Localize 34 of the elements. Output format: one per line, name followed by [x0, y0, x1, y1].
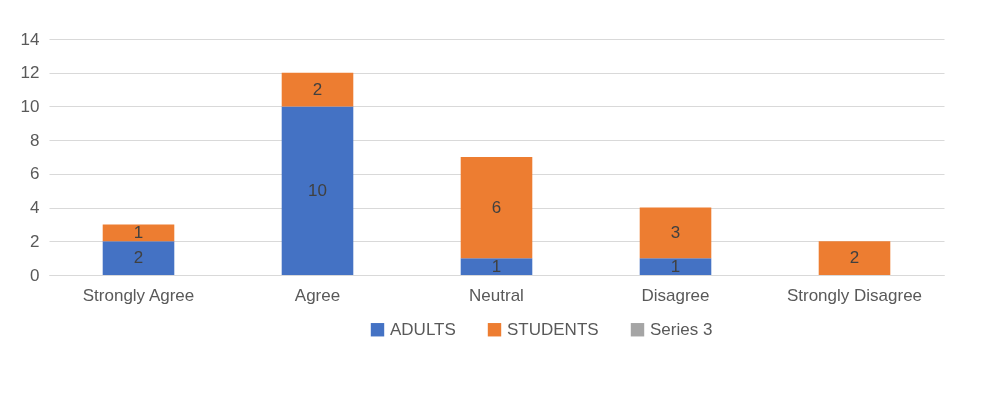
bar	[460, 258, 533, 275]
legend-label: ADULTS	[390, 319, 456, 339]
bar	[818, 241, 891, 275]
data-label: 1	[491, 256, 502, 276]
data-label: 1	[670, 256, 681, 276]
bar	[460, 157, 533, 259]
y-tick-label: 6	[30, 164, 40, 184]
data-label: 2	[133, 248, 144, 268]
data-label: 10	[308, 180, 327, 200]
bar	[281, 72, 354, 107]
data-label: 2	[849, 248, 860, 268]
data-label: 3	[670, 222, 681, 242]
x-tick-label: Disagree	[641, 285, 710, 305]
y-tick-label: 12	[20, 63, 40, 83]
legend-label: STUDENTS	[507, 319, 599, 339]
y-tick-label: 10	[20, 96, 40, 116]
y-tick-label: 8	[30, 130, 40, 150]
data-label: 2	[312, 79, 323, 99]
bar	[639, 207, 712, 259]
bar	[639, 258, 712, 275]
bar	[102, 224, 175, 242]
y-tick-label: 14	[20, 29, 40, 49]
y-tick-label: 0	[30, 265, 40, 285]
x-tick-label: Agree	[294, 285, 341, 305]
x-tick-label: Neutral	[469, 285, 524, 305]
data-label: 1	[133, 222, 144, 242]
x-tick-label: Strongly Agree	[82, 285, 195, 305]
y-tick-label: 2	[30, 231, 40, 251]
legend-label: Series 3	[650, 319, 713, 339]
y-tick-label: 4	[30, 198, 40, 218]
bar	[281, 106, 354, 275]
data-label: 6	[491, 197, 502, 217]
bar	[102, 241, 175, 275]
x-tick-label: Strongly Disagree	[786, 285, 923, 305]
